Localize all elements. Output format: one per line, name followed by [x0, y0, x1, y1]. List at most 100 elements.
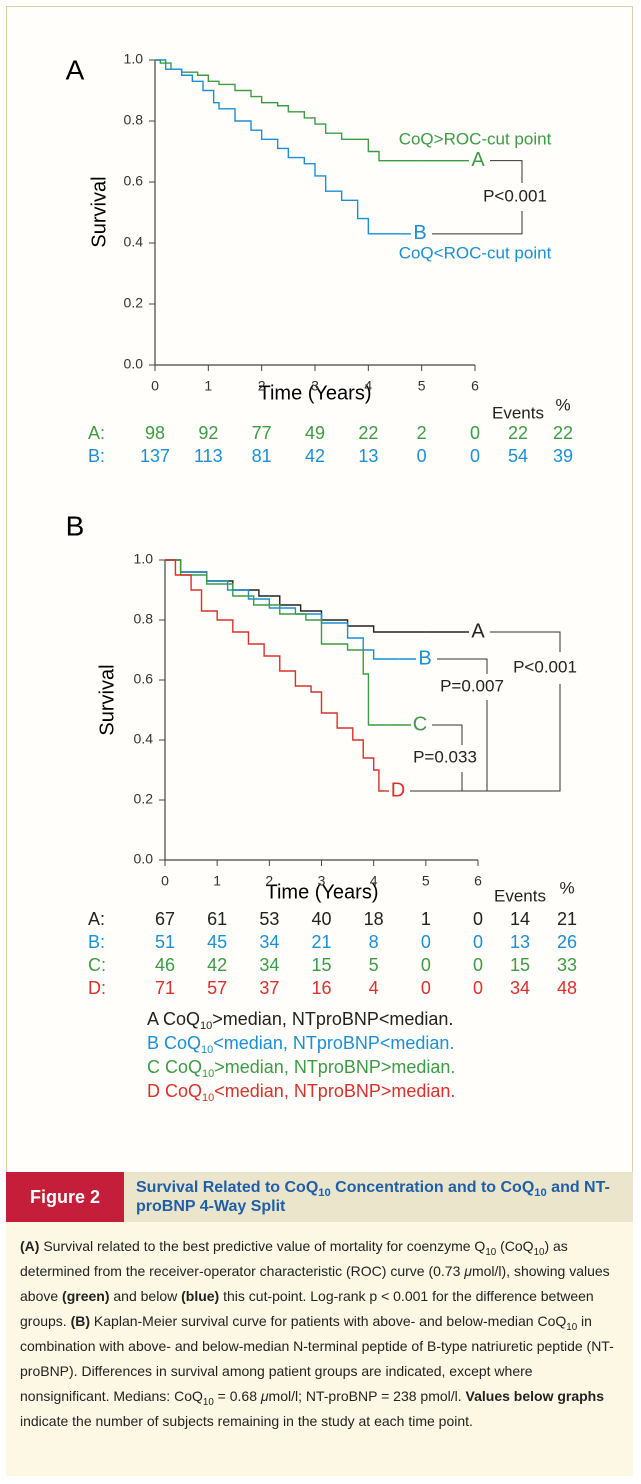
at-risk-count: 13: [358, 446, 378, 466]
text-run: mol/l), showing values above: [20, 1263, 610, 1304]
x-tick-label: 6: [471, 378, 479, 394]
bracket: [490, 631, 561, 652]
risk-header: Events: [494, 886, 546, 905]
survival-curve: [165, 559, 385, 792]
legend-note: D CoQ10<median, NTproBNP>median.: [147, 1081, 455, 1104]
at-risk-count: 1: [421, 909, 431, 929]
risk-header: %: [555, 395, 570, 414]
at-risk-count: 0: [470, 446, 480, 466]
panel-label: A: [66, 54, 85, 85]
at-risk-count: 113: [194, 446, 223, 466]
at-risk-count: 45: [207, 932, 227, 952]
risk-row-label: C:: [88, 955, 106, 975]
y-tick-label: 0.8: [134, 611, 154, 627]
at-risk-count: 46: [155, 955, 175, 975]
events-count: 34: [510, 978, 530, 998]
y-tick-label: 1.0: [134, 551, 154, 567]
legend-note: A CoQ10>median, NTproBNP<median.: [147, 1009, 453, 1032]
events-count: 13: [510, 932, 530, 952]
p-value: P<0.001: [483, 186, 547, 205]
at-risk-count: 0: [417, 446, 427, 466]
annotation: CoQ>ROC-cut point: [399, 129, 552, 148]
at-risk-count: 34: [259, 932, 279, 952]
at-risk-count: 4: [369, 978, 379, 998]
bracket: [437, 658, 488, 674]
legend-note: B CoQ10<median, NTproBNP<median.: [147, 1033, 454, 1056]
events-percent: 21: [557, 909, 577, 929]
text-run: Kaplan-Meier survival curve for patients…: [90, 1313, 567, 1329]
events-percent: 39: [553, 446, 573, 466]
panel-label: B: [66, 510, 85, 541]
text-run: μ: [260, 1388, 269, 1404]
at-risk-count: 0: [473, 932, 483, 952]
at-risk-count: 71: [155, 978, 175, 998]
legend-note-part: >median, NTproBNP<median.: [212, 1009, 453, 1029]
text-run: 10: [202, 1396, 214, 1408]
text-run: 10: [566, 1321, 578, 1333]
at-risk-count: 34: [259, 955, 279, 975]
at-risk-count: 40: [311, 909, 331, 929]
risk-row-label: A:: [88, 909, 105, 929]
at-risk-count: 98: [145, 423, 165, 443]
curve-label: B: [413, 222, 426, 244]
at-risk-count: 0: [473, 955, 483, 975]
at-risk-count: 8: [369, 932, 379, 952]
x-tick-label: 1: [204, 378, 212, 394]
bracket: [410, 684, 561, 792]
events-percent: 48: [557, 978, 577, 998]
bracket: [490, 160, 523, 183]
at-risk-count: 53: [259, 909, 279, 929]
text-run: and below: [109, 1288, 182, 1304]
p-value: P=0.007: [440, 676, 504, 695]
x-axis-label: Time (Years): [259, 382, 372, 404]
at-risk-count: 0: [473, 978, 483, 998]
events-count: 54: [508, 446, 528, 466]
legend-note-part: 10: [201, 1044, 213, 1056]
x-tick-label: 5: [418, 378, 426, 394]
legend-note-part: D CoQ: [147, 1081, 202, 1101]
at-risk-count: 57: [207, 978, 227, 998]
risk-row-label: B:: [88, 446, 105, 466]
legend-note-part: <median, NTproBNP<median.: [213, 1033, 454, 1053]
events-percent: 26: [557, 932, 577, 952]
at-risk-count: 37: [259, 978, 279, 998]
figure-label: Figure 2: [6, 1172, 124, 1222]
x-tick-label: 4: [370, 873, 378, 889]
curve-label: C: [413, 713, 427, 735]
text-run: Values below graphs: [465, 1388, 605, 1404]
x-axis-label: Time (Years): [266, 881, 379, 903]
legend-note-part: 10: [202, 1092, 214, 1104]
at-risk-count: 81: [252, 446, 272, 466]
risk-row-label: B:: [88, 932, 105, 952]
figure-header: Figure 2 Survival Related to CoQ10 Conce…: [6, 1172, 633, 1222]
text-run: in combination with above- and below-med…: [20, 1313, 614, 1404]
text-run: μ: [464, 1263, 472, 1279]
text-run: (green): [62, 1288, 110, 1304]
text-run: Survival Related to CoQ: [136, 1179, 319, 1196]
text-run: 10: [318, 1187, 331, 1200]
legend-note-part: C CoQ: [147, 1057, 202, 1077]
legend-note: C CoQ10>median, NTproBNP>median.: [147, 1057, 455, 1080]
x-tick-label: 2: [258, 378, 266, 394]
text-run: ) as determined from the receiver-operat…: [20, 1238, 568, 1279]
y-axis-label: Survival: [96, 664, 118, 735]
p-value: P<0.001: [513, 657, 577, 676]
at-risk-count: 0: [473, 909, 483, 929]
text-run: (B): [70, 1313, 91, 1329]
at-risk-count: 15: [311, 955, 331, 975]
curve-label: B: [418, 647, 431, 669]
at-risk-count: 22: [358, 423, 378, 443]
events-count: 22: [508, 423, 528, 443]
text-run: mol/l; NT-proBNP = 238 pmol/l.: [268, 1388, 466, 1404]
survival-curve: [155, 59, 401, 235]
text-run: this cut-point. Log-rank p < 0.001 for t…: [20, 1288, 594, 1329]
legend-note-part: <median, NTproBNP>median.: [214, 1081, 455, 1101]
y-tick-label: 0.2: [134, 791, 154, 807]
legend-note-part: >median, NTproBNP>median.: [214, 1057, 455, 1077]
curve-label: A: [471, 149, 485, 171]
x-tick-label: 6: [474, 873, 482, 889]
y-tick-label: 1.0: [124, 51, 144, 67]
text-run: indicate the number of subjects remainin…: [20, 1413, 473, 1429]
events-percent: 22: [553, 423, 573, 443]
